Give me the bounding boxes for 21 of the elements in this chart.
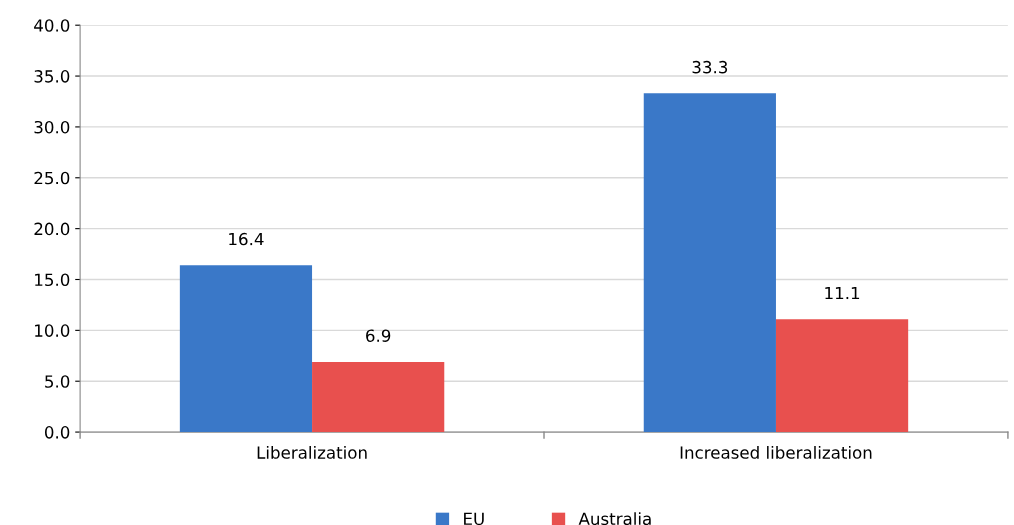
- y-tick-label: 20.0: [34, 222, 70, 236]
- y-tick-label: 25.0: [34, 171, 70, 185]
- legend-label: EU: [464, 512, 484, 525]
- x-tick-label: Liberalization: [257, 445, 367, 459]
- legend-label: Australia: [578, 512, 651, 525]
- y-tick-label: 5.0: [45, 375, 70, 388]
- y-tick-label: 35.0: [34, 70, 70, 83]
- y-tick-label: 15.0: [35, 273, 70, 287]
- y-tick-label: 40.0: [34, 19, 70, 32]
- data-label: 16.4: [229, 232, 264, 246]
- y-tick-label: 30.0: [34, 120, 70, 134]
- bar: [643, 93, 776, 433]
- y-tick-label: 10.0: [35, 324, 70, 337]
- bar: [775, 319, 909, 433]
- bar: [312, 361, 445, 433]
- data-label: 6.9: [366, 329, 391, 342]
- x-tick-label: Increased liberalization: [680, 445, 872, 459]
- data-label: 33.3: [692, 60, 728, 74]
- y-tick-label: 0.0: [44, 426, 70, 439]
- bar: [179, 265, 313, 433]
- data-label: 11.1: [825, 286, 860, 300]
